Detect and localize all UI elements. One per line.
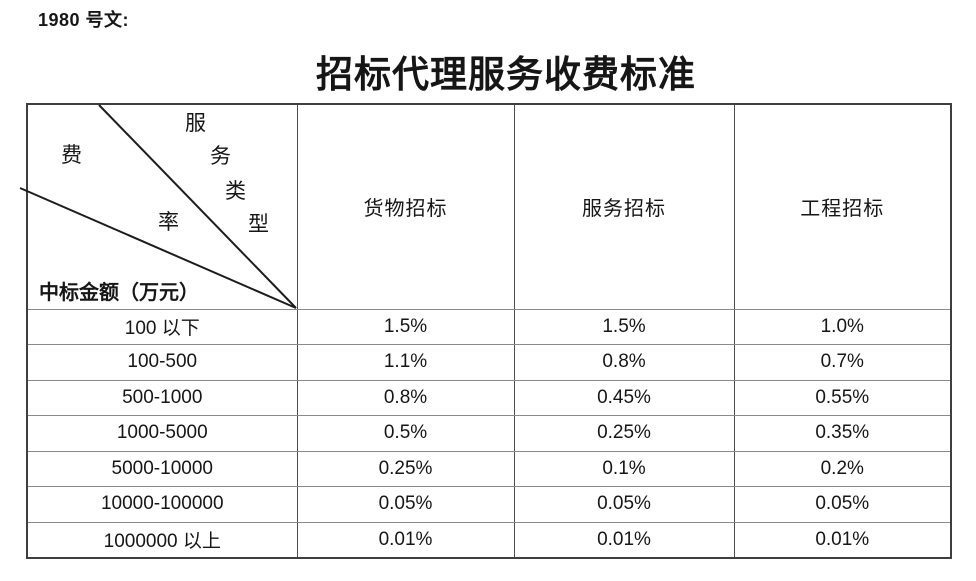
fee-rate-cell: 0.05% — [513, 486, 735, 523]
amount-range-cell: 10000-100000 — [26, 486, 298, 523]
fee-rate-cell: 0.5% — [296, 415, 515, 452]
header-row: 费 率 服 务 类 型 中标金额（万元） 货物招标 服务招标 工程招标 — [19, 103, 952, 310]
fee-standard-table: 费 率 服 务 类 型 中标金额（万元） 货物招标 服务招标 工程招标 100 … — [19, 103, 952, 559]
diagonal-divider-lines — [19, 104, 297, 309]
table-body: 100 以下 1.5% 1.5% 1.0% 100-500 1.1% 0.8% 0.7% 500… — [26, 308, 952, 558]
fee-rate-cell: 0.7% — [733, 344, 952, 381]
fee-rate-cell: 0.2% — [733, 450, 952, 487]
table-row: 100 以下 1.5% 1.5% 1.0% — [26, 308, 952, 345]
fee-rate-cell: 0.1% — [513, 450, 735, 487]
amount-range-cell: 1000-5000 — [26, 415, 298, 452]
corner-service-type-char: 服 — [185, 111, 206, 135]
fee-rate-cell: 1.1% — [296, 344, 515, 381]
fee-rate-cell: 1.5% — [296, 308, 515, 345]
fee-rate-cell: 0.8% — [296, 379, 515, 416]
table-row: 1000-5000 0.5% 0.25% 0.35% — [26, 415, 952, 452]
fee-rate-cell: 0.55% — [733, 379, 952, 416]
amount-range-cell: 100 以下 — [26, 308, 298, 345]
corner-service-type-char: 类 — [225, 179, 246, 203]
fee-rate-cell: 0.25% — [296, 450, 515, 487]
fee-rate-cell: 0.01% — [733, 521, 952, 558]
table-row: 10000-100000 0.05% 0.05% 0.05% — [26, 486, 952, 523]
fee-rate-cell: 0.01% — [296, 521, 515, 558]
fee-rate-cell: 0.05% — [296, 486, 515, 523]
fee-rate-cell: 0.05% — [733, 486, 952, 523]
fee-rate-cell: 0.8% — [513, 344, 735, 381]
corner-header-cell: 费 率 服 务 类 型 中标金额（万元） — [19, 103, 298, 310]
doc-number-label: 1980 号文: — [38, 10, 130, 30]
page-title: 招标代理服务收费标准 — [316, 55, 696, 96]
corner-service-type-char: 务 — [210, 144, 231, 168]
amount-range-cell: 100-500 — [26, 344, 298, 381]
fee-rate-cell: 0.45% — [513, 379, 735, 416]
fee-rate-cell: 0.25% — [513, 415, 735, 452]
table-row: 500-1000 0.8% 0.45% 0.55% — [26, 379, 952, 416]
table-row: 1000000 以上 0.01% 0.01% 0.01% — [26, 521, 952, 558]
table-row: 5000-10000 0.25% 0.1% 0.2% — [26, 450, 952, 487]
amount-range-cell: 500-1000 — [26, 379, 298, 416]
column-header-services-bidding: 服务招标 — [513, 103, 735, 310]
corner-fee-rate-char: 费 — [61, 143, 82, 167]
column-header-works-bidding: 工程招标 — [733, 103, 952, 310]
fee-rate-cell: 1.0% — [733, 308, 952, 345]
table-row: 100-500 1.1% 0.8% 0.7% — [26, 344, 952, 381]
column-header-goods-bidding: 货物招标 — [296, 103, 515, 310]
fee-rate-cell: 0.35% — [733, 415, 952, 452]
amount-range-cell: 5000-10000 — [26, 450, 298, 487]
fee-rate-cell: 1.5% — [513, 308, 735, 345]
fee-rate-cell: 0.01% — [513, 521, 735, 558]
amount-range-cell: 1000000 以上 — [26, 521, 298, 558]
corner-amount-axis-label: 中标金额（万元） — [39, 281, 199, 304]
corner-service-type-char: 型 — [248, 212, 269, 236]
corner-fee-rate-char: 率 — [158, 210, 179, 234]
